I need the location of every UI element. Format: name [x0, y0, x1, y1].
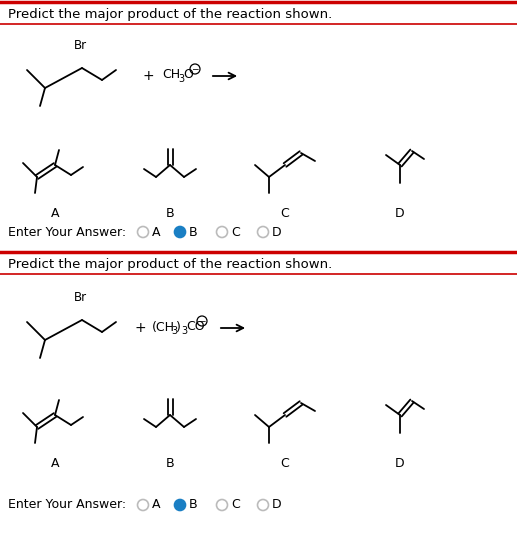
Circle shape	[175, 226, 186, 238]
Text: C: C	[231, 498, 240, 511]
Text: CH: CH	[162, 69, 180, 82]
Text: Br: Br	[74, 291, 87, 304]
Text: B: B	[165, 207, 174, 220]
Text: 3: 3	[181, 326, 187, 336]
Text: Predict the major product of the reaction shown.: Predict the major product of the reactio…	[8, 258, 332, 271]
Text: A: A	[152, 498, 160, 511]
Text: B: B	[165, 457, 174, 470]
Circle shape	[257, 226, 268, 238]
Text: −: −	[191, 64, 199, 73]
Text: Br: Br	[74, 39, 87, 52]
Circle shape	[175, 500, 186, 510]
Text: 3: 3	[178, 74, 184, 84]
Text: CO: CO	[186, 321, 205, 334]
Text: D: D	[395, 457, 405, 470]
Text: D: D	[272, 226, 282, 239]
Circle shape	[217, 500, 227, 510]
Text: −: −	[198, 316, 206, 326]
Text: (CH: (CH	[152, 321, 175, 334]
Circle shape	[217, 226, 227, 238]
Text: +: +	[134, 321, 146, 335]
Text: D: D	[272, 498, 282, 511]
Text: A: A	[51, 207, 59, 220]
Text: C: C	[281, 207, 290, 220]
Text: A: A	[152, 226, 160, 239]
Text: A: A	[51, 457, 59, 470]
Text: C: C	[231, 226, 240, 239]
Text: ): )	[176, 321, 181, 334]
Text: D: D	[395, 207, 405, 220]
Text: 3: 3	[171, 326, 177, 336]
Text: Enter Your Answer:: Enter Your Answer:	[8, 498, 126, 511]
Text: Predict the major product of the reaction shown.: Predict the major product of the reactio…	[8, 8, 332, 21]
Text: Enter Your Answer:: Enter Your Answer:	[8, 226, 126, 239]
Text: B: B	[189, 226, 197, 239]
Text: B: B	[189, 498, 197, 511]
Circle shape	[138, 226, 148, 238]
Text: +: +	[142, 69, 154, 83]
Circle shape	[257, 500, 268, 510]
Text: O: O	[183, 69, 193, 82]
Circle shape	[138, 500, 148, 510]
Text: C: C	[281, 457, 290, 470]
